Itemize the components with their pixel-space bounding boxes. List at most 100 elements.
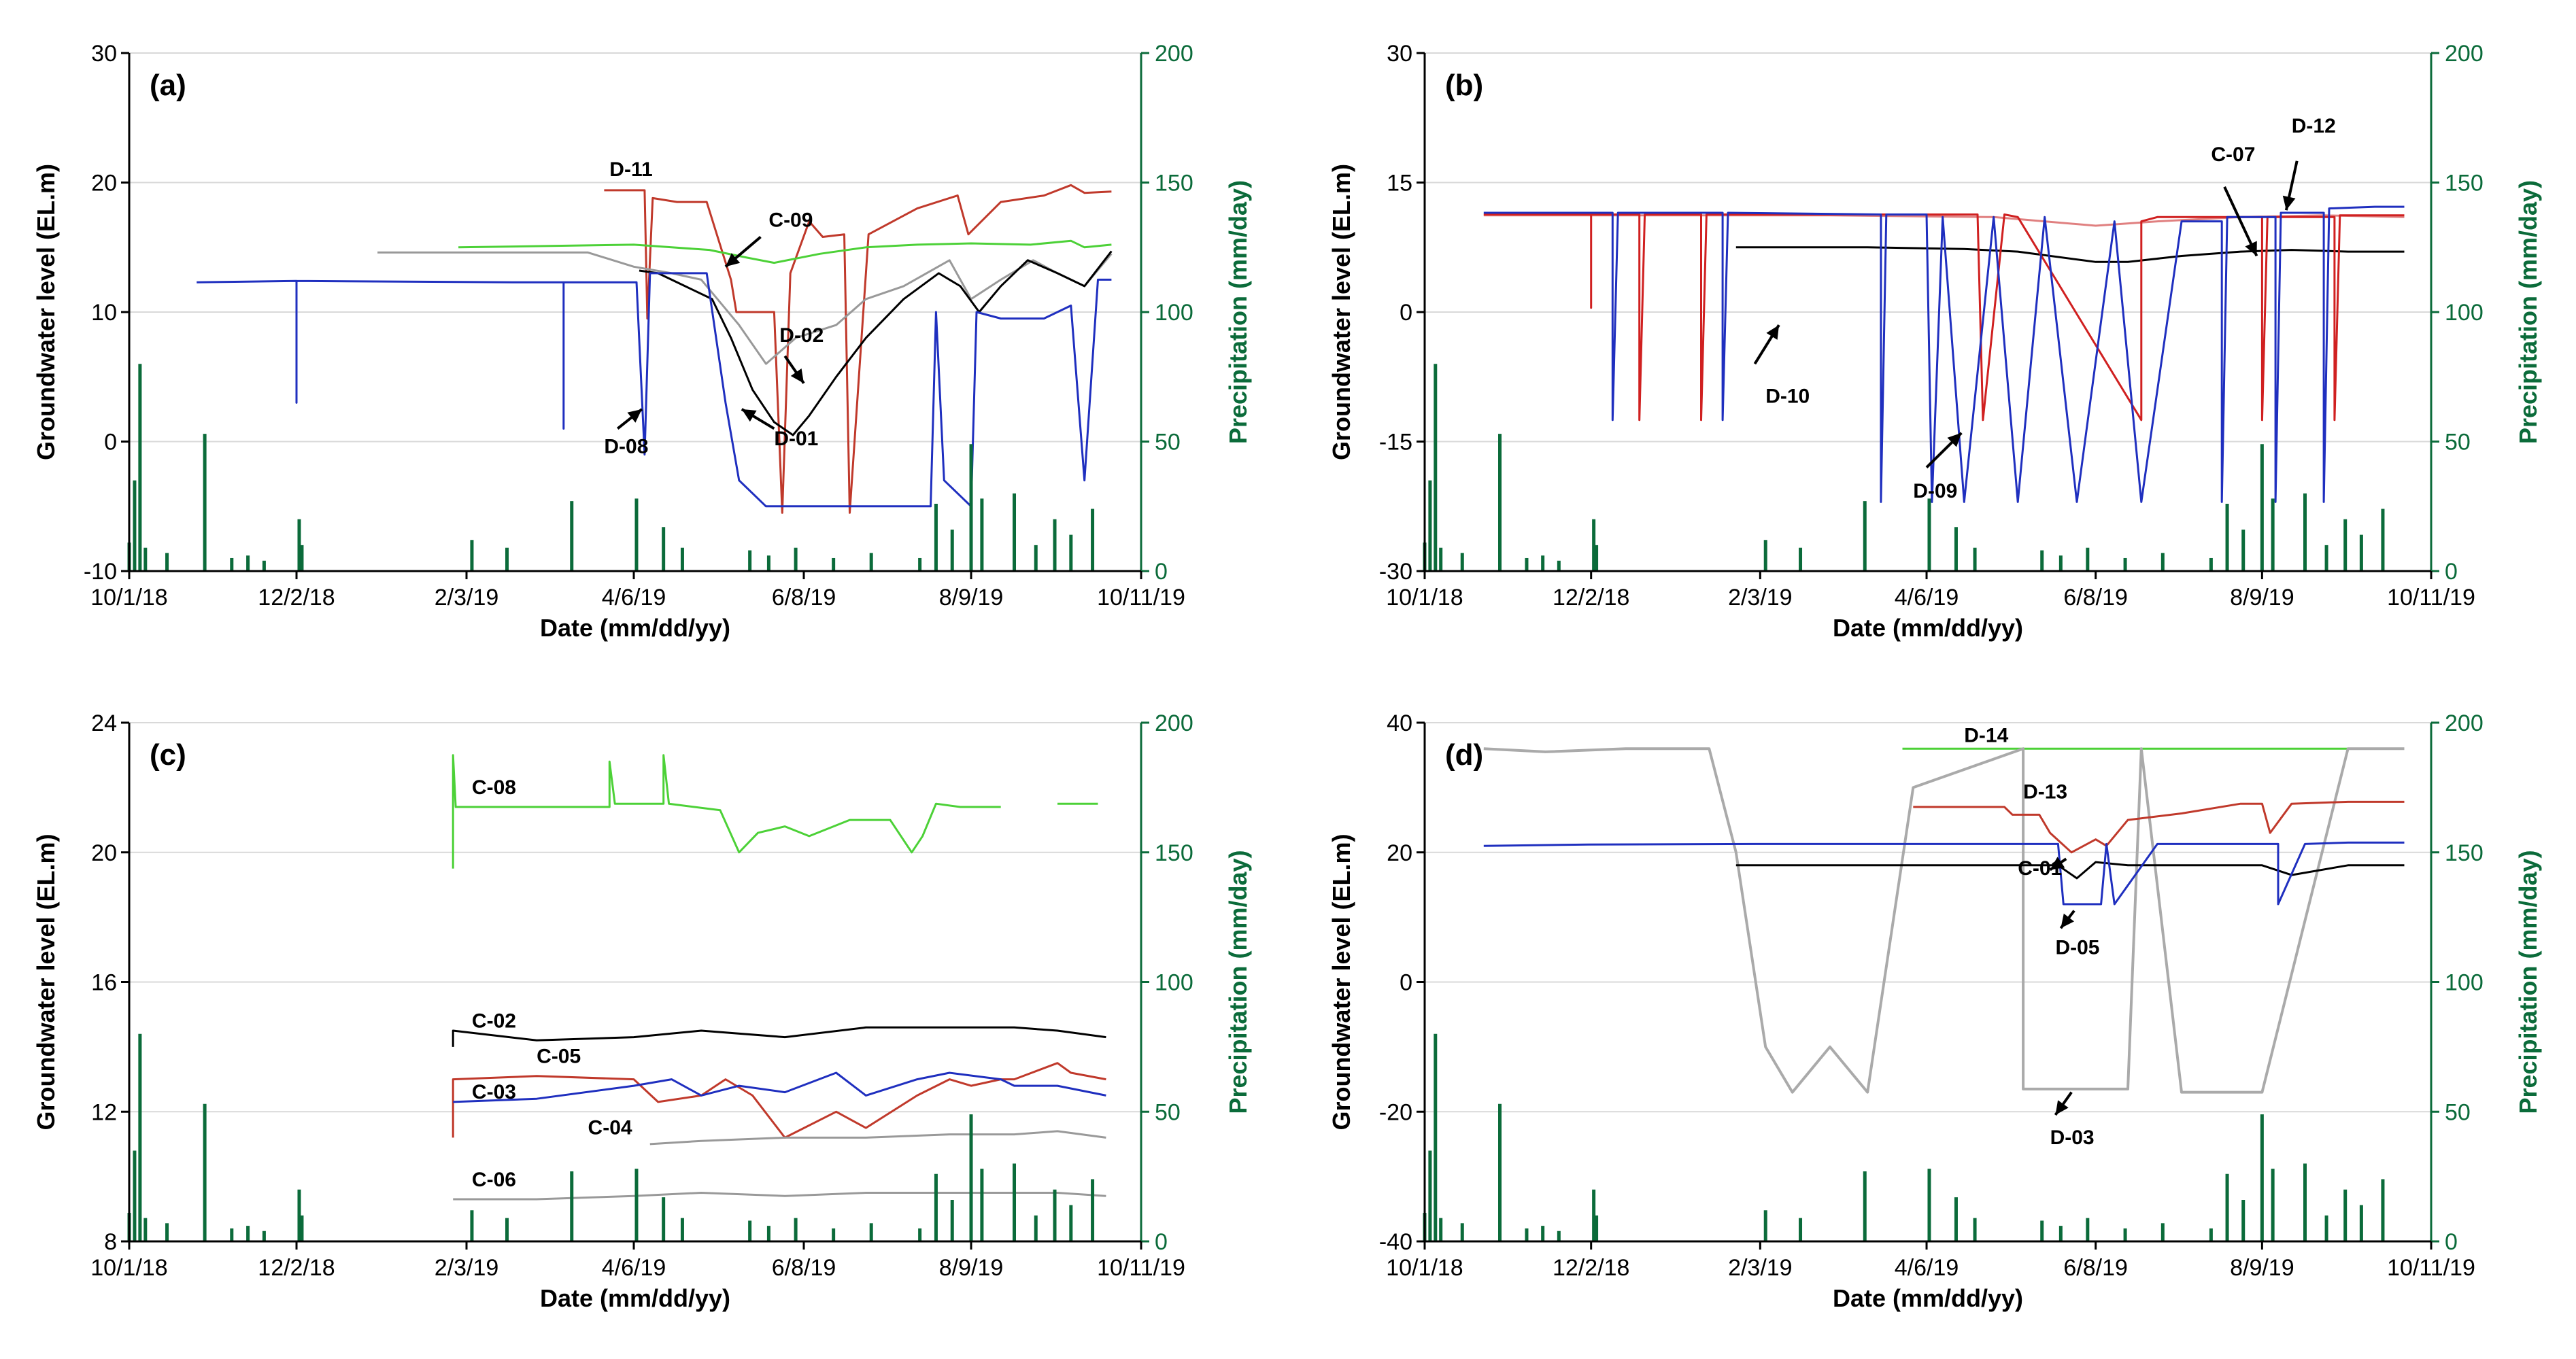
- series-line-c-02: [452, 1026, 1106, 1047]
- series-line-d-03: [1483, 747, 2405, 1094]
- annotation-c-06: C-06: [472, 1169, 516, 1191]
- annotation-arrow-head: [741, 409, 757, 422]
- x-tick-label: 6/8/19: [2063, 585, 2128, 610]
- annotation-c-07: C-07: [2211, 143, 2255, 166]
- x-tick-label: 10/11/19: [2387, 585, 2475, 610]
- x-axis-title: Date (mm/dd/yy): [540, 614, 730, 642]
- y-tick-label: 10: [91, 300, 117, 326]
- y2-axis-title: Precipitation (mm/day): [1224, 180, 1252, 444]
- y2-tick-label: 100: [2445, 970, 2484, 996]
- precipitation-bars: [127, 1033, 1095, 1241]
- y2-tick-label: 100: [1155, 970, 1193, 996]
- x-tick-label: 10/11/19: [1097, 1255, 1185, 1281]
- y-tick-label: 0: [104, 430, 117, 455]
- x-tick-label: 8/9/19: [939, 1255, 1004, 1281]
- series-line-c-03: [453, 1071, 1106, 1103]
- y2-tick-label: 100: [2445, 300, 2484, 326]
- annotation-c-08: C-08: [472, 776, 516, 799]
- y-tick-label: 30: [1387, 41, 1412, 67]
- y2-tick-label: 150: [1155, 171, 1193, 196]
- series-line-d-02: [639, 250, 1113, 436]
- series-line-d-11: [604, 184, 1112, 514]
- annotation-d-08: D-08: [604, 436, 648, 458]
- panel-c: 8 12 16 20 24 0 50 100 150 200 10/1/18 12/2/18 2/3/1…: [32, 710, 1252, 1312]
- precipitation-bars: [127, 364, 1095, 571]
- annotation-d-11: D-11: [609, 158, 652, 181]
- y2-tick-label: 50: [2445, 1099, 2471, 1125]
- annotation-d-14: D-14: [1964, 725, 2008, 747]
- y-tick-label: -20: [1379, 1099, 1412, 1125]
- x-tick-label: 8/9/19: [2230, 1255, 2294, 1281]
- x-tick-label: 2/3/19: [1728, 1255, 1793, 1281]
- series-line-d-12: [1735, 246, 2405, 263]
- x-axis-title: Date (mm/dd/yy): [1833, 1284, 2023, 1312]
- annotation-c-09: C-09: [768, 209, 813, 231]
- annotation-d-13: D-13: [2023, 781, 2067, 804]
- annotation-c-05: C-05: [537, 1046, 581, 1068]
- x-tick-label: 10/1/18: [90, 585, 167, 610]
- y-tick-label: 0: [1400, 300, 1412, 326]
- series-line-c-10: [377, 251, 1113, 365]
- y-axis-title: Groundwater level (EL.m): [32, 164, 60, 460]
- x-tick-label: 2/3/19: [1728, 585, 1793, 610]
- annotation-arrow-head: [1947, 432, 1962, 447]
- panel-label: (c): [150, 738, 186, 772]
- x-tick-label: 12/2/18: [258, 585, 335, 610]
- series-line-c-01: [1735, 861, 2405, 880]
- series-line-c-05: [452, 1062, 1106, 1139]
- x-tick-label: 4/6/19: [1895, 1255, 1959, 1281]
- y2-tick-label: 0: [2445, 1229, 2458, 1255]
- x-tick-label: 10/1/18: [90, 1255, 167, 1281]
- y-tick-label: 30: [91, 41, 117, 67]
- annotation-arrow-head: [2050, 857, 2065, 870]
- y2-tick-label: 150: [2445, 840, 2484, 866]
- series-line-d-10: [1483, 213, 2405, 422]
- annotation-d-05: D-05: [2055, 936, 2099, 959]
- x-tick-label: 8/9/19: [939, 585, 1004, 610]
- annotation-d-03: D-03: [2050, 1126, 2095, 1149]
- annotation-d-09: D-09: [1913, 480, 1957, 502]
- y2-tick-label: 150: [1155, 840, 1193, 866]
- x-tick-label: 4/6/19: [1895, 585, 1959, 610]
- annotation-c-04: C-04: [588, 1117, 632, 1139]
- y-tick-label: 40: [1387, 710, 1412, 736]
- x-tick-label: 4/6/19: [602, 585, 666, 610]
- x-tick-label: 10/1/18: [1386, 585, 1463, 610]
- x-tick-label: 4/6/19: [602, 1255, 666, 1281]
- annotation-d-01: D-01: [774, 428, 818, 450]
- y2-tick-label: 200: [2445, 41, 2484, 67]
- x-tick-label: 2/3/19: [435, 585, 499, 610]
- y-tick-label: 24: [91, 710, 117, 736]
- y-tick-label: -15: [1379, 430, 1412, 455]
- y-tick-label: 0: [1400, 970, 1412, 996]
- series-line-c-04: [649, 1130, 1106, 1146]
- series-line-c-06: [453, 1192, 1106, 1201]
- annotation-d-10: D-10: [1765, 385, 1810, 407]
- x-tick-label: 12/2/18: [258, 1255, 335, 1281]
- precipitation-bars: [1423, 1033, 2385, 1241]
- series-line-c-08: [452, 754, 1098, 869]
- panel-b: -30 -15 0 15 30 0 50 100 150 200 10/1/18 12/2/18 2/3…: [1327, 41, 2542, 642]
- y2-tick-label: 0: [1155, 559, 1168, 585]
- x-axis-title: Date (mm/dd/yy): [540, 1284, 730, 1312]
- annotation-d-02: D-02: [779, 324, 824, 347]
- x-tick-label: 2/3/19: [435, 1255, 499, 1281]
- annotation-arrow-head: [2061, 913, 2074, 929]
- x-tick-label: 8/9/19: [2230, 585, 2294, 610]
- annotation-arrow-head: [2245, 241, 2257, 256]
- y-tick-label: -30: [1379, 559, 1412, 585]
- panel-a: -10 0 10 20 30 0 50 100 150 200 10/1/18 12/2/18 2/3/…: [32, 41, 1252, 642]
- y-tick-label: 16: [91, 970, 117, 996]
- y2-tick-label: 0: [2445, 559, 2458, 585]
- y2-tick-label: 100: [1155, 300, 1193, 326]
- y2-axis-title: Precipitation (mm/day): [1224, 850, 1252, 1114]
- x-tick-label: 10/1/18: [1386, 1255, 1463, 1281]
- annotation-arrow-head: [627, 409, 642, 423]
- y-tick-label: 20: [91, 171, 117, 196]
- annotation-c-02: C-02: [472, 1010, 516, 1032]
- series-line-d-13: [1913, 800, 2405, 854]
- x-tick-label: 12/2/18: [1553, 585, 1629, 610]
- x-tick-label: 6/8/19: [2063, 1255, 2128, 1281]
- panel-label: (d): [1445, 738, 1483, 772]
